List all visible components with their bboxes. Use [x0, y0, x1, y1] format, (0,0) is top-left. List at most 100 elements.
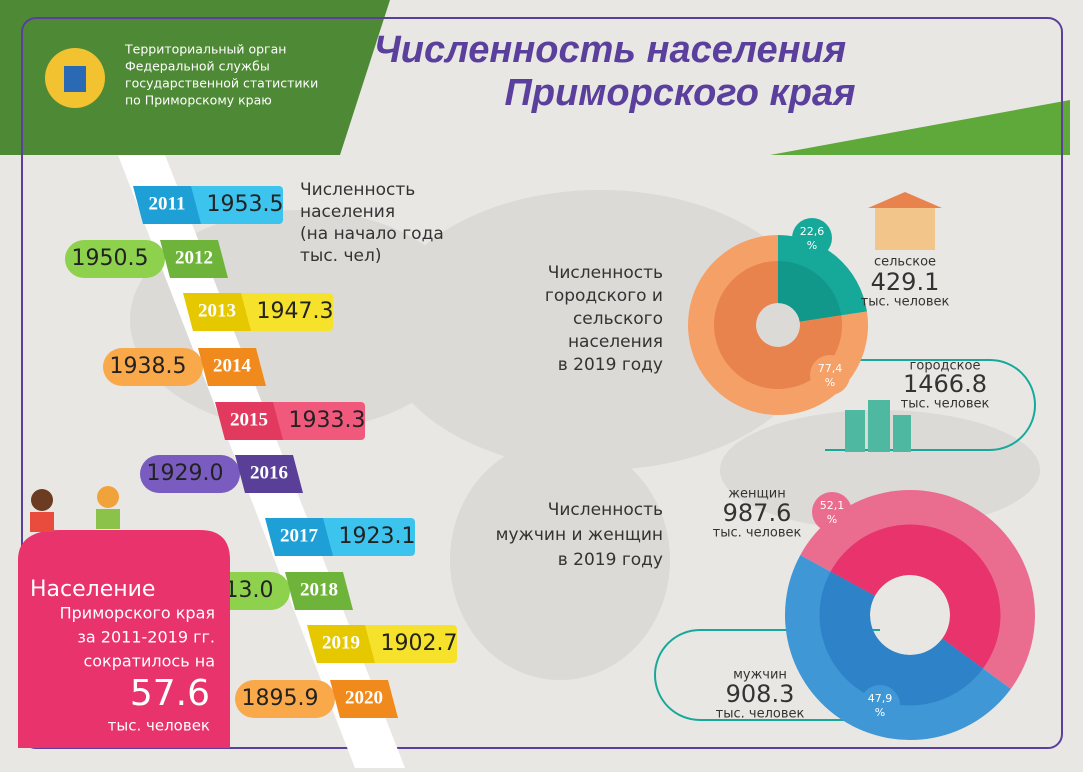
year-label: 2011	[149, 193, 186, 214]
value-label: 1933.3	[289, 408, 366, 433]
year-tag	[133, 186, 201, 224]
urban-caption: Численность	[548, 263, 663, 283]
segment-name: женщин	[728, 487, 785, 502]
urban-caption: в 2019 году	[558, 355, 663, 375]
percent-sign: %	[875, 706, 885, 719]
year-tag	[183, 293, 251, 331]
year-tag	[330, 680, 398, 718]
year-label: 2019	[322, 632, 360, 653]
summary-text: Население	[30, 577, 155, 602]
frame	[21, 17, 1063, 749]
percent-sign: %	[807, 239, 817, 252]
header-band	[0, 0, 390, 155]
percent-label: 47,9	[868, 692, 893, 705]
timeline-caption: населения	[300, 202, 395, 222]
year-label: 2014	[213, 355, 252, 376]
year-label: 2015	[230, 409, 268, 430]
donut-inner	[714, 261, 842, 389]
summary-value: 57.6	[130, 673, 210, 714]
timeline-caption: Численность	[300, 180, 415, 200]
segment-unit: тыс. человек	[716, 707, 805, 722]
summary-unit: тыс. человек	[108, 717, 210, 735]
timeline-caption: тыс. чел)	[300, 246, 381, 266]
gender-caption: Численность	[548, 500, 663, 520]
value-tag	[357, 625, 457, 663]
urban-caption: населения	[568, 332, 663, 352]
value-tag	[103, 348, 203, 386]
value-tag	[235, 680, 335, 718]
org-line: по Приморскому краю	[125, 93, 272, 108]
segment-name: сельское	[874, 255, 936, 270]
value-tag	[315, 518, 415, 556]
percent-badge	[792, 218, 832, 258]
donut-inner	[819, 571, 984, 706]
title: Численность населения	[374, 29, 846, 71]
segment-value: 987.6	[723, 499, 792, 527]
people-illustration	[30, 486, 120, 532]
timeline-caption: (на начало года	[300, 224, 444, 244]
value-label: 1895.9	[242, 686, 319, 711]
value-label: 1902.7	[381, 631, 458, 656]
year-label: 2018	[300, 579, 338, 600]
year-tag	[265, 518, 333, 556]
year-tag	[198, 348, 266, 386]
year-tag	[160, 240, 228, 278]
year-label: 2013	[198, 300, 236, 321]
percent-label: 52,1	[820, 499, 845, 512]
segment-unit: тыс. человек	[861, 295, 950, 310]
percent-sign: %	[827, 513, 837, 526]
summary-text: за 2011-2019 гг.	[77, 628, 215, 647]
year-label: 2020	[345, 687, 383, 708]
donut-inner	[830, 524, 1001, 669]
org-line: государственной статистики	[125, 76, 318, 91]
segment-unit: тыс. человек	[713, 526, 802, 541]
percent-badge	[860, 685, 900, 725]
gender-caption: в 2019 году	[558, 550, 663, 570]
value-tag	[140, 455, 240, 493]
value-label: 1923.1	[339, 524, 416, 549]
year-tag	[307, 625, 375, 663]
connector	[654, 629, 890, 721]
house-icon	[868, 192, 942, 250]
connector	[825, 359, 1036, 451]
percent-badge	[812, 492, 852, 532]
value-label: 1950.5	[72, 246, 149, 271]
segment-name: мужчин	[733, 668, 787, 683]
percent-badge	[810, 355, 850, 395]
year-tag	[285, 572, 353, 610]
percent-label: 77,4	[818, 362, 843, 375]
org-line: Территориальный орган	[124, 42, 286, 57]
percent-label: 22,6	[800, 225, 825, 238]
value-tag	[233, 293, 333, 331]
urban-caption: городского и	[545, 286, 663, 306]
city-icon	[845, 400, 911, 452]
segment-value: 908.3	[726, 680, 795, 708]
summary-box	[18, 530, 230, 748]
summary-text: сократилось на	[83, 652, 215, 671]
summary-text: Приморского края	[60, 604, 215, 623]
segment-name: городское	[910, 359, 981, 374]
year-label: 2016	[250, 462, 288, 483]
org-line: Федеральной службы	[125, 59, 270, 74]
grass	[770, 100, 1070, 155]
segment-unit: тыс. человек	[901, 397, 990, 412]
percent-sign: %	[825, 376, 835, 389]
year-tag	[235, 455, 303, 493]
value-label: 1953.5	[207, 192, 284, 217]
year-tag	[215, 402, 283, 440]
year-label: 2017	[280, 525, 319, 546]
urban-caption: сельского	[573, 309, 663, 329]
value-tag	[183, 186, 283, 224]
segment-value: 1466.8	[903, 370, 987, 398]
emblem	[45, 48, 105, 108]
year-label: 2012	[175, 247, 213, 268]
value-tag	[265, 402, 365, 440]
value-tag	[65, 240, 165, 278]
value-label: 1929.0	[147, 461, 224, 486]
donut-inner	[778, 261, 842, 322]
title: Приморского края	[505, 72, 856, 114]
segment-value: 429.1	[871, 268, 940, 296]
value-label: 1938.5	[110, 354, 187, 379]
